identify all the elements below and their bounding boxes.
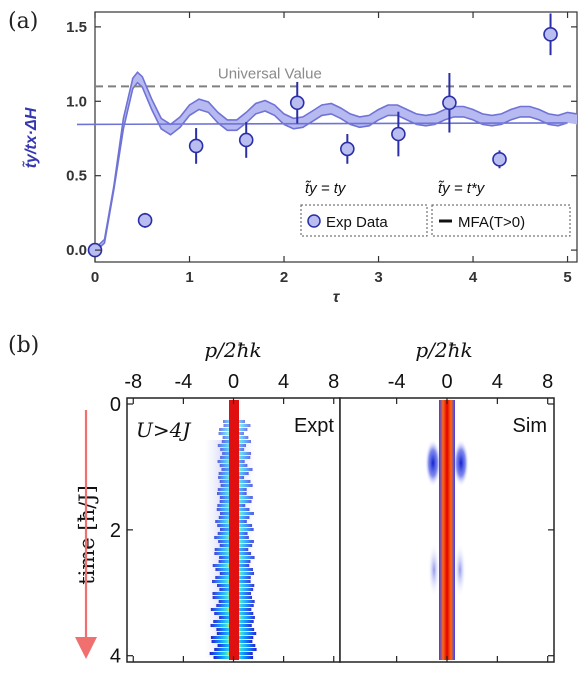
model-band-fill — [95, 72, 577, 252]
expt-x-tick-label: 8 — [328, 371, 339, 393]
sim-x-tick-label: 4 — [492, 371, 503, 393]
y-tick-label: 1.0 — [66, 93, 87, 110]
sim-x-tick-label: 0 — [441, 371, 452, 393]
panel-a-label: (a) — [8, 9, 38, 34]
data-point — [238, 132, 254, 148]
panel-a-plot: Universal Value 0 1 2 3 4 5 0.0 0.5 1.0 1.5 τ t̃… — [21, 11, 578, 306]
model-band-lower — [76, 81, 568, 253]
panel-a-frame — [94, 11, 578, 263]
sim-title: Sim — [513, 415, 547, 437]
data-point — [442, 95, 457, 111]
legend-header-right: t̃y = t*y — [438, 180, 486, 197]
expt-x-tick-label: 4 — [278, 371, 289, 393]
legend: t̃y = ty t̃y = t*y Exp Data MFA(T>0) — [300, 180, 571, 237]
top-axis-label-right: p/2ħk — [415, 338, 472, 362]
panel-b-label: (b) — [8, 333, 39, 358]
sim-heatmap: Sim — [339, 397, 555, 663]
sim-lobe-right-faint — [454, 542, 466, 598]
y-axis-ticks: 0.0 0.5 1.0 1.5 — [66, 19, 577, 259]
universal-value-label: Universal Value — [218, 65, 322, 82]
time-tick-label: 4 — [110, 646, 121, 668]
expt-heatmap: U>4J Expt — [126, 397, 341, 663]
exp-data-points — [87, 13, 558, 258]
y-axis-label: t̃y/tx·ΔH — [21, 107, 40, 168]
x-tick-label: 1 — [185, 269, 193, 286]
x-tick-label: 2 — [280, 269, 288, 286]
expt-x-tick-label: -4 — [174, 371, 192, 393]
data-point — [391, 126, 406, 142]
sim-x-tick-label: 8 — [542, 371, 553, 393]
sim-lobe-right — [453, 439, 469, 487]
legend-marker-exp — [307, 214, 321, 228]
x-axis-ticks: 0 1 2 3 4 5 — [91, 12, 572, 286]
data-point — [492, 152, 507, 167]
model-band — [76, 71, 578, 253]
legend-box-left — [300, 204, 428, 237]
legend-entry-right: MFA(T>0) — [458, 214, 525, 231]
sim-lobe-left — [425, 439, 441, 487]
data-point — [137, 213, 153, 228]
expt-title: Expt — [294, 415, 334, 437]
sim-lobe-left-faint — [428, 542, 440, 598]
legend-header-left: t̃y = ty — [305, 180, 347, 197]
interaction-annotation: U>4J — [136, 418, 191, 442]
panel-b-ticks: -8 -4 0 4 8 -4 0 4 8 0 2 4 — [110, 371, 554, 668]
data-point — [188, 138, 204, 154]
y-tick-label: 0.5 — [66, 168, 87, 185]
expt-x-tick-label: -8 — [124, 371, 142, 393]
model-band-upper — [94, 71, 578, 249]
x-tick-label: 4 — [469, 269, 478, 286]
legend-entry-left: Exp Data — [326, 214, 388, 231]
x-axis-label: τ — [333, 289, 341, 306]
data-point — [543, 27, 558, 42]
y-tick-label: 0.0 — [66, 242, 87, 259]
y-tick-label: 1.5 — [66, 19, 87, 36]
x-tick-label: 3 — [374, 269, 382, 286]
sim-center-peak — [439, 400, 455, 660]
time-tick-label: 0 — [110, 394, 121, 416]
sim-x-tick-label: -4 — [388, 371, 406, 393]
time-tick-label: 2 — [110, 520, 121, 542]
x-tick-label: 5 — [563, 269, 571, 286]
legend-box-right — [431, 204, 571, 237]
data-point — [289, 95, 305, 111]
expt-x-tick-label: 0 — [228, 371, 239, 393]
top-axis-label-left: p/2ħk — [204, 338, 261, 362]
data-point — [340, 141, 355, 157]
expt-center-peak — [229, 400, 239, 660]
x-tick-label: 0 — [91, 269, 99, 286]
